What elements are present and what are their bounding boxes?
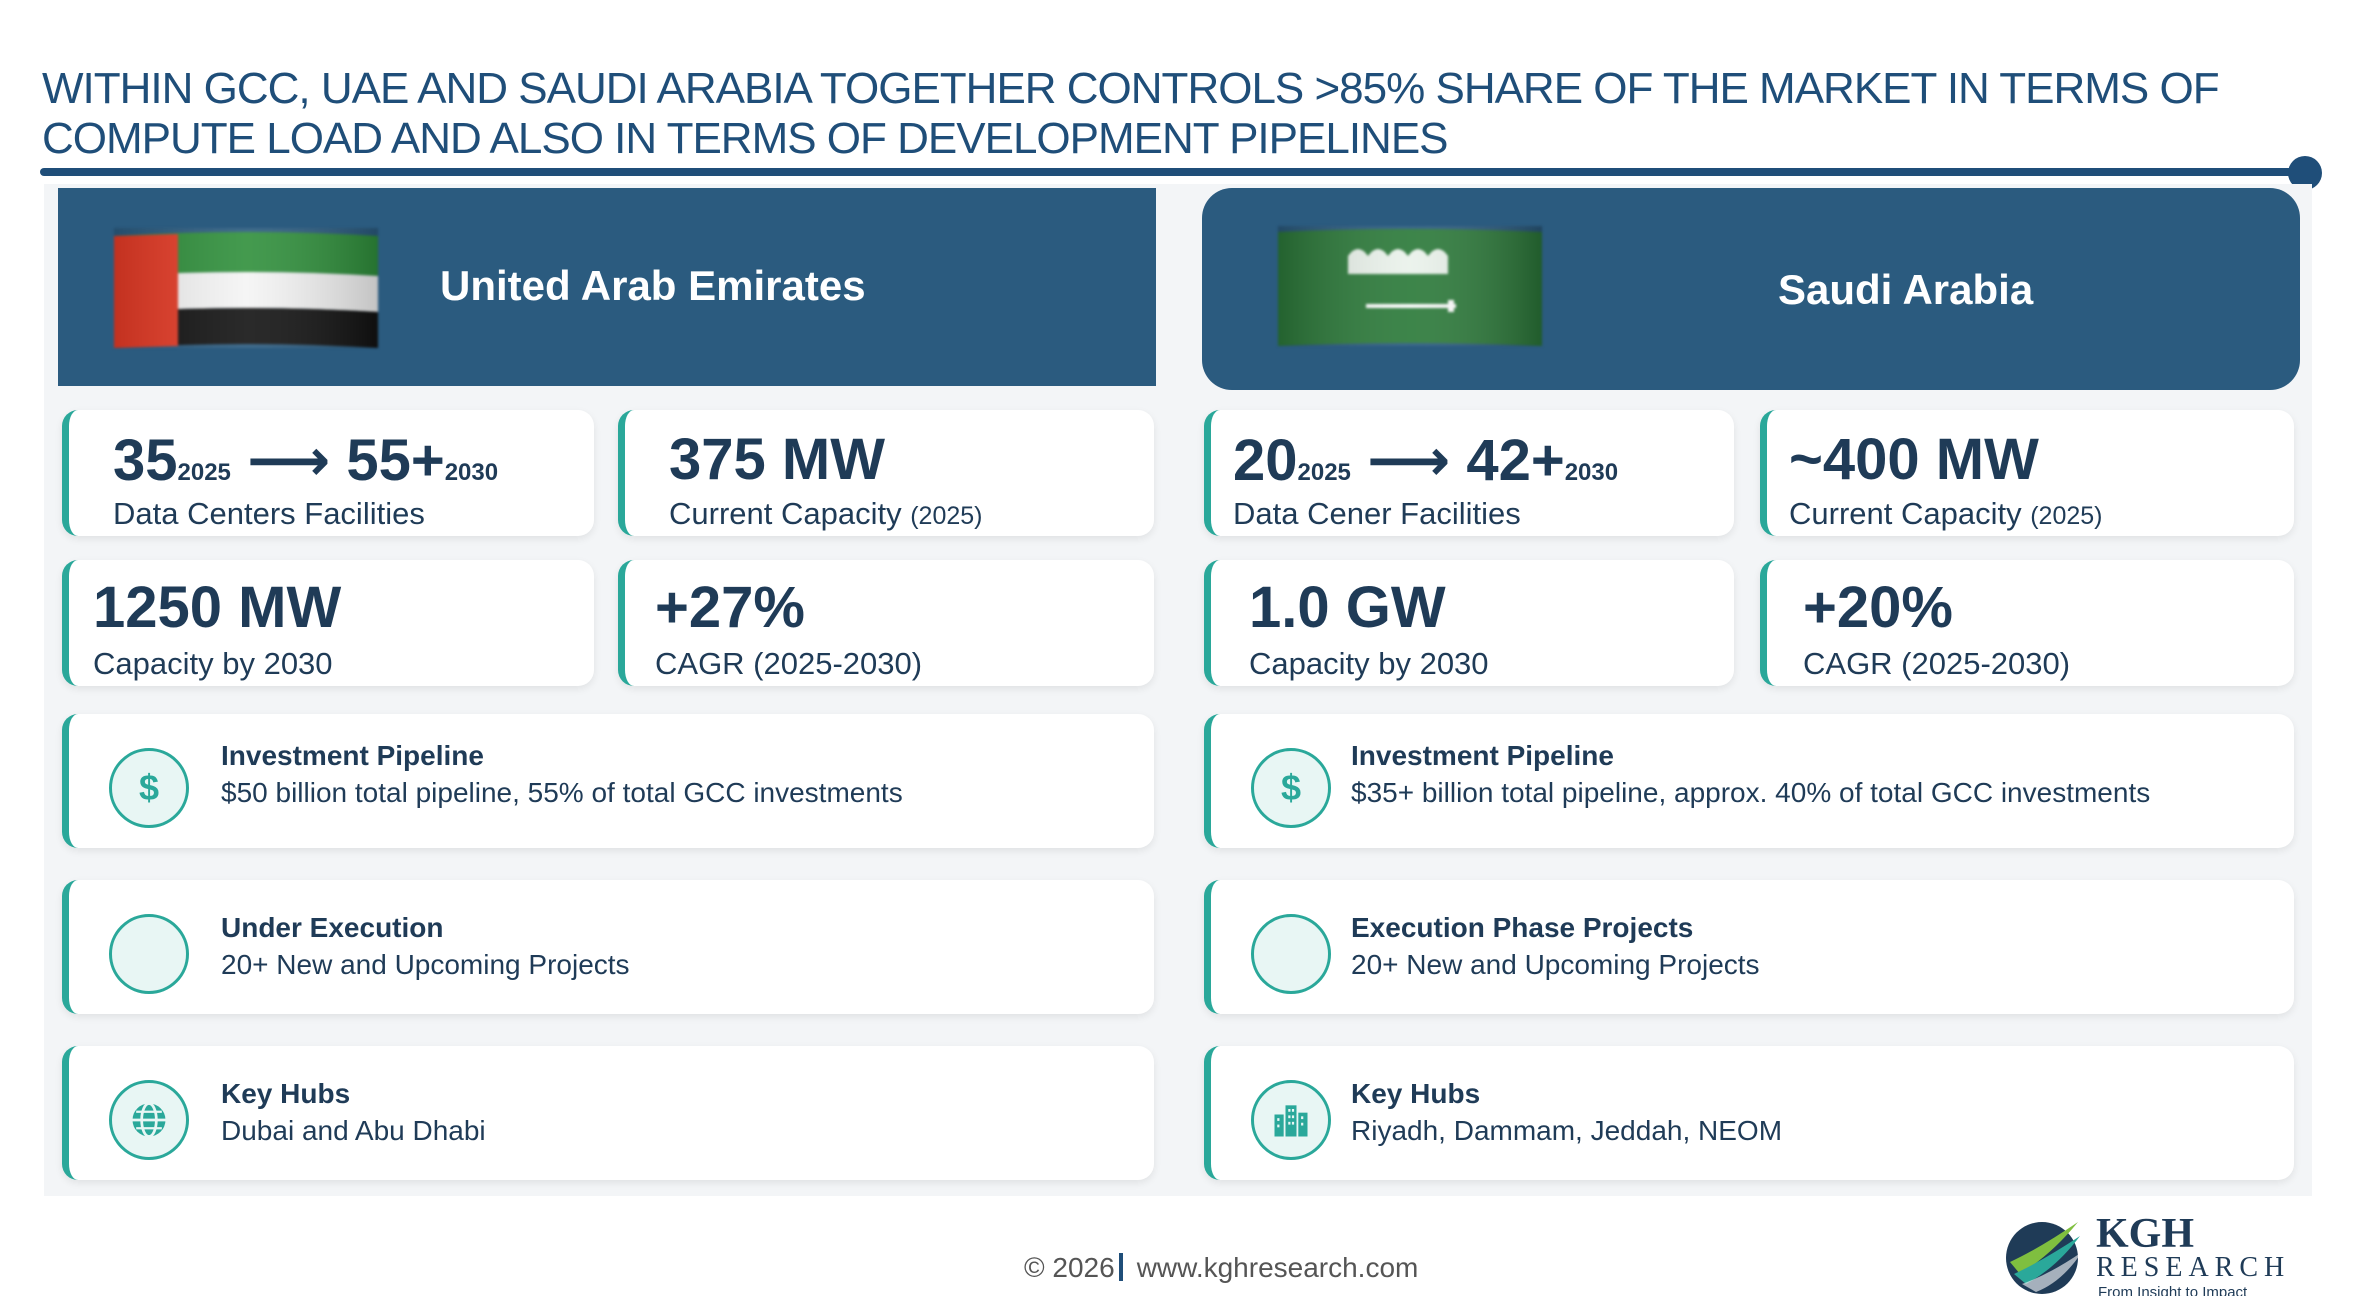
uae-hubs-heading: Key Hubs xyxy=(221,1078,351,1109)
saudi-execution-heading: Execution Phase Projects xyxy=(1351,912,1694,943)
uae-current-capacity-label: Current Capacity (2025) xyxy=(669,496,983,531)
footer: © 2026 www.kghresearch.com xyxy=(1024,1252,1418,1284)
saudi-current-capacity-card: ~400 MW Current Capacity (2025) xyxy=(1760,410,2294,536)
copyright: © 2026 xyxy=(1024,1252,1115,1283)
dollar-icon: $ xyxy=(1251,748,1331,828)
logo-sub: RESEARCH xyxy=(2096,1252,2291,1283)
kgh-logo-icon xyxy=(2006,1222,2082,1294)
uae-header: United Arab Emirates xyxy=(58,188,1156,386)
uae-execution-text: 20+ New and Upcoming Projects xyxy=(221,949,630,980)
uae-investment-text: $50 billion total pipeline, 55% of total… xyxy=(221,777,903,808)
uae-cagr-label: CAGR (2025-2030) xyxy=(655,646,923,681)
saudi-facilities-label: Data Cener Facilities xyxy=(1233,496,1521,531)
uae-flag-icon xyxy=(114,228,378,348)
saudi-cagr-card: +20% CAGR (2025-2030) xyxy=(1760,560,2294,686)
saudi-hubs-card: Key Hubs Riyadh, Dammam, Jeddah, NEOM xyxy=(1204,1046,2294,1180)
saudi-execution-text: 20+ New and Upcoming Projects xyxy=(1351,949,1760,980)
blank-circle-icon xyxy=(1251,914,1331,994)
uae-investment-heading: Investment Pipeline xyxy=(221,740,484,771)
uae-cagr-card: +27% CAGR (2025-2030) xyxy=(618,560,1154,686)
page-title: WITHIN GCC, UAE AND SAUDI ARABIA TOGETHE… xyxy=(42,64,2220,163)
logo-tagline: From Insight to Impact xyxy=(2098,1284,2248,1296)
saudi-execution-card: Execution Phase Projects 20+ New and Upc… xyxy=(1204,880,2294,1014)
saudi-flag-icon xyxy=(1278,226,1542,346)
logo-name: KGH xyxy=(2096,1211,2195,1257)
saudi-facilities-card: 202025 ⟶ 42+2030 Data Cener Facilities xyxy=(1204,410,1734,536)
website-link[interactable]: www.kghresearch.com xyxy=(1136,1252,1419,1283)
kgh-logo: KGH RESEARCH From Insight to Impact xyxy=(2000,1206,2310,1296)
saudi-cagr-value: +20% xyxy=(1803,575,1953,640)
saudi-current-capacity-value: ~400 MW xyxy=(1789,427,2039,492)
saudi-investment-card: $ Investment Pipeline $35+ billion total… xyxy=(1204,714,2294,848)
city-icon xyxy=(1251,1080,1331,1160)
globe-icon xyxy=(109,1080,189,1160)
saudi-hubs-text: Riyadh, Dammam, Jeddah, NEOM xyxy=(1351,1115,1783,1146)
uae-facilities-label: Data Centers Facilities xyxy=(113,496,425,531)
title-divider xyxy=(40,168,2314,176)
saudi-cagr-label: CAGR (2025-2030) xyxy=(1803,646,2071,681)
uae-capacity-2030-value: 1250 MW xyxy=(93,575,342,640)
uae-cagr-value: +27% xyxy=(655,575,805,640)
saudi-header: Saudi Arabia xyxy=(1202,188,2300,390)
saudi-title: Saudi Arabia xyxy=(1778,266,2034,313)
uae-capacity-2030-card: 1250 MW Capacity by 2030 xyxy=(62,560,594,686)
uae-hubs-text: Dubai and Abu Dhabi xyxy=(221,1115,486,1146)
saudi-facilities-value: 202025 ⟶ 42+2030 xyxy=(1233,428,1619,493)
saudi-current-capacity-label: Current Capacity (2025) xyxy=(1789,496,2103,531)
footer-divider xyxy=(1118,1253,1123,1281)
uae-facilities-value: 352025 ⟶ 55+2030 xyxy=(113,428,499,493)
saudi-hubs-heading: Key Hubs xyxy=(1351,1078,1481,1109)
blank-circle-icon xyxy=(109,914,189,994)
uae-current-capacity-card: 375 MW Current Capacity (2025) xyxy=(618,410,1154,536)
uae-execution-heading: Under Execution xyxy=(221,912,444,943)
saudi-capacity-2030-label: Capacity by 2030 xyxy=(1249,646,1489,681)
uae-current-capacity-value: 375 MW xyxy=(669,427,885,492)
uae-facilities-card: 352025 ⟶ 55+2030 Data Centers Facilities xyxy=(62,410,594,536)
uae-investment-card: $ Investment Pipeline $50 billion total … xyxy=(62,714,1154,848)
uae-capacity-2030-label: Capacity by 2030 xyxy=(93,646,333,681)
saudi-investment-heading: Investment Pipeline xyxy=(1351,740,1614,771)
uae-hubs-card: Key Hubs Dubai and Abu Dhabi xyxy=(62,1046,1154,1180)
dollar-icon: $ xyxy=(109,748,189,828)
saudi-capacity-2030-card: 1.0 GW Capacity by 2030 xyxy=(1204,560,1734,686)
uae-execution-card: Under Execution 20+ New and Upcoming Pro… xyxy=(62,880,1154,1014)
uae-title: United Arab Emirates xyxy=(440,262,866,309)
saudi-investment-text: $35+ billion total pipeline, approx. 40%… xyxy=(1351,777,2151,808)
saudi-capacity-2030-value: 1.0 GW xyxy=(1249,575,1446,640)
